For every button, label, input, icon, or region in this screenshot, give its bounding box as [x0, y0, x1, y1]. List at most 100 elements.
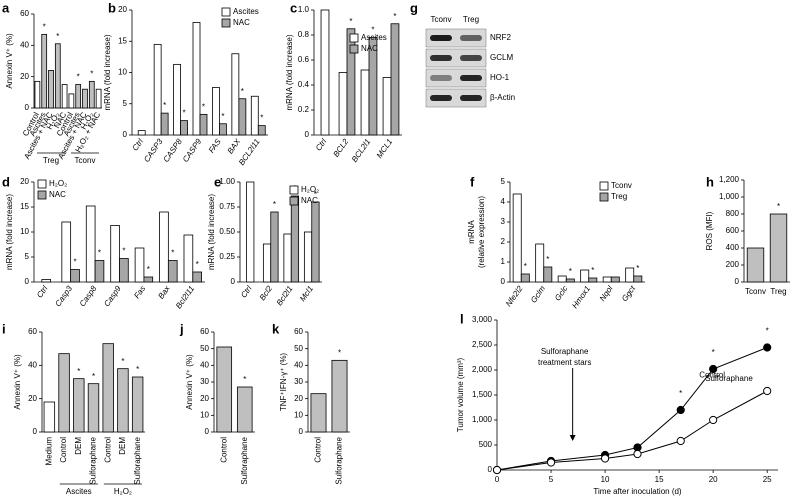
panel-label: g [410, 0, 418, 15]
data-point [709, 364, 718, 374]
legend-swatch [599, 192, 609, 202]
y-tick-label: 40 [20, 40, 29, 49]
bar [48, 70, 54, 109]
y-tick-label: 60 [294, 327, 303, 336]
column-label: Treg [463, 15, 479, 24]
significance-mark: * [98, 249, 101, 258]
bar [360, 69, 370, 136]
x-tick-label: Ctrl [239, 284, 254, 300]
y-tick-label: 1,500 [472, 390, 493, 399]
x-tick-label: DEM [118, 437, 127, 455]
x-tick-label: Bax [156, 283, 172, 300]
y-tick-label: 2,500 [472, 340, 493, 349]
significance-mark: * [147, 265, 150, 274]
significance-mark: * [712, 348, 715, 357]
y-tick-label: 20 [118, 5, 127, 14]
significance-mark: * [77, 73, 80, 82]
bar [368, 37, 378, 136]
panel-label: e [214, 174, 221, 189]
legend-swatch [221, 7, 231, 17]
y-axis-label: Annexin V⁺ (%) [185, 354, 194, 410]
y-axis-label: Tumor volume (mm³) [456, 357, 465, 432]
significance-mark: * [77, 367, 80, 376]
y-tick-label: 0 [33, 427, 38, 436]
x-tick-label: Gclc [553, 284, 570, 302]
x-tick-label: Control [59, 437, 68, 463]
significance-mark: * [349, 17, 352, 26]
y-tick-label: 1 [501, 257, 506, 266]
significance-mark: * [92, 372, 95, 381]
bar [160, 112, 169, 136]
group-label: Treg [43, 156, 59, 165]
bar [94, 260, 105, 283]
bar [180, 120, 188, 136]
bar [102, 343, 114, 433]
x-tick-label: Bcl2 [258, 284, 275, 302]
legend-label: H₂O₂ [49, 179, 67, 188]
bar [54, 43, 61, 109]
series-label: Sulforaphane [705, 374, 753, 383]
data-point [676, 436, 685, 446]
x-tick-label: Casp3 [53, 284, 74, 309]
legend-swatch [37, 190, 47, 200]
legend-swatch [37, 179, 47, 189]
bar [143, 276, 154, 283]
bar [212, 87, 220, 136]
y-tick-label: 0 [25, 277, 30, 286]
significance-mark: * [524, 262, 527, 271]
y-tick-label: 400 [726, 243, 740, 252]
panel-label: i [2, 321, 6, 336]
y-tick-label: 0.4 [298, 80, 310, 89]
y-tick-label: 5 [501, 177, 506, 186]
y-tick-label: 10 [118, 68, 127, 77]
y-tick-label: 50 [294, 344, 303, 353]
x-tick-label: Control [219, 437, 228, 463]
significance-mark: * [243, 375, 246, 384]
x-tick-label: Treg [770, 287, 786, 296]
y-tick-label: 20 [20, 177, 29, 186]
blot-band [460, 35, 482, 41]
y-tick-label: 800 [726, 209, 740, 218]
significance-mark: * [393, 12, 396, 21]
bar [82, 88, 88, 109]
significance-mark: * [196, 260, 199, 269]
y-tick-label: 30 [294, 377, 303, 386]
blot-band [430, 75, 452, 81]
bar [303, 231, 313, 283]
y-tick-label: 40 [28, 360, 37, 369]
y-tick-label: 10 [294, 410, 303, 419]
significance-mark: * [121, 357, 124, 366]
x-axis-label: Time after inoculation (d) [593, 487, 682, 496]
y-tick-label: 30 [200, 377, 209, 386]
bar [68, 93, 75, 109]
y-tick-label: 0 [25, 103, 30, 112]
x-tick-label: Casp9 [102, 284, 123, 309]
y-tick-label: 20 [20, 72, 29, 81]
bar [34, 80, 41, 109]
blot-band [460, 55, 482, 61]
legend-label: NAC [361, 44, 378, 53]
y-tick-label: 1,200 [719, 175, 740, 184]
y-tick-label: 20 [28, 394, 37, 403]
y-tick-label: 15 [118, 36, 127, 45]
y-tick-label: 2 [501, 237, 506, 246]
x-tick-label: Ggct [620, 284, 638, 304]
significance-mark: * [136, 365, 139, 374]
y-axis-label: Annexin V⁺ (%) [5, 33, 14, 89]
bar [73, 378, 85, 433]
group-label: Tconv [75, 156, 96, 165]
y-tick-label: 1,000 [472, 415, 493, 424]
legend-label: NAC [49, 190, 66, 199]
y-axis-label: mRNA (fold increase) [285, 34, 294, 110]
significance-mark: * [591, 266, 594, 275]
x-tick-label: Sulforaphane [89, 436, 98, 484]
data-point [676, 405, 685, 415]
bar [769, 213, 788, 283]
x-tick-label: Control [103, 437, 112, 463]
bar [192, 22, 201, 136]
bar [173, 63, 181, 136]
y-tick-label: 40 [200, 360, 209, 369]
legend-swatch [349, 44, 359, 54]
row-label: NRF2 [490, 33, 511, 42]
data-point [492, 465, 502, 475]
